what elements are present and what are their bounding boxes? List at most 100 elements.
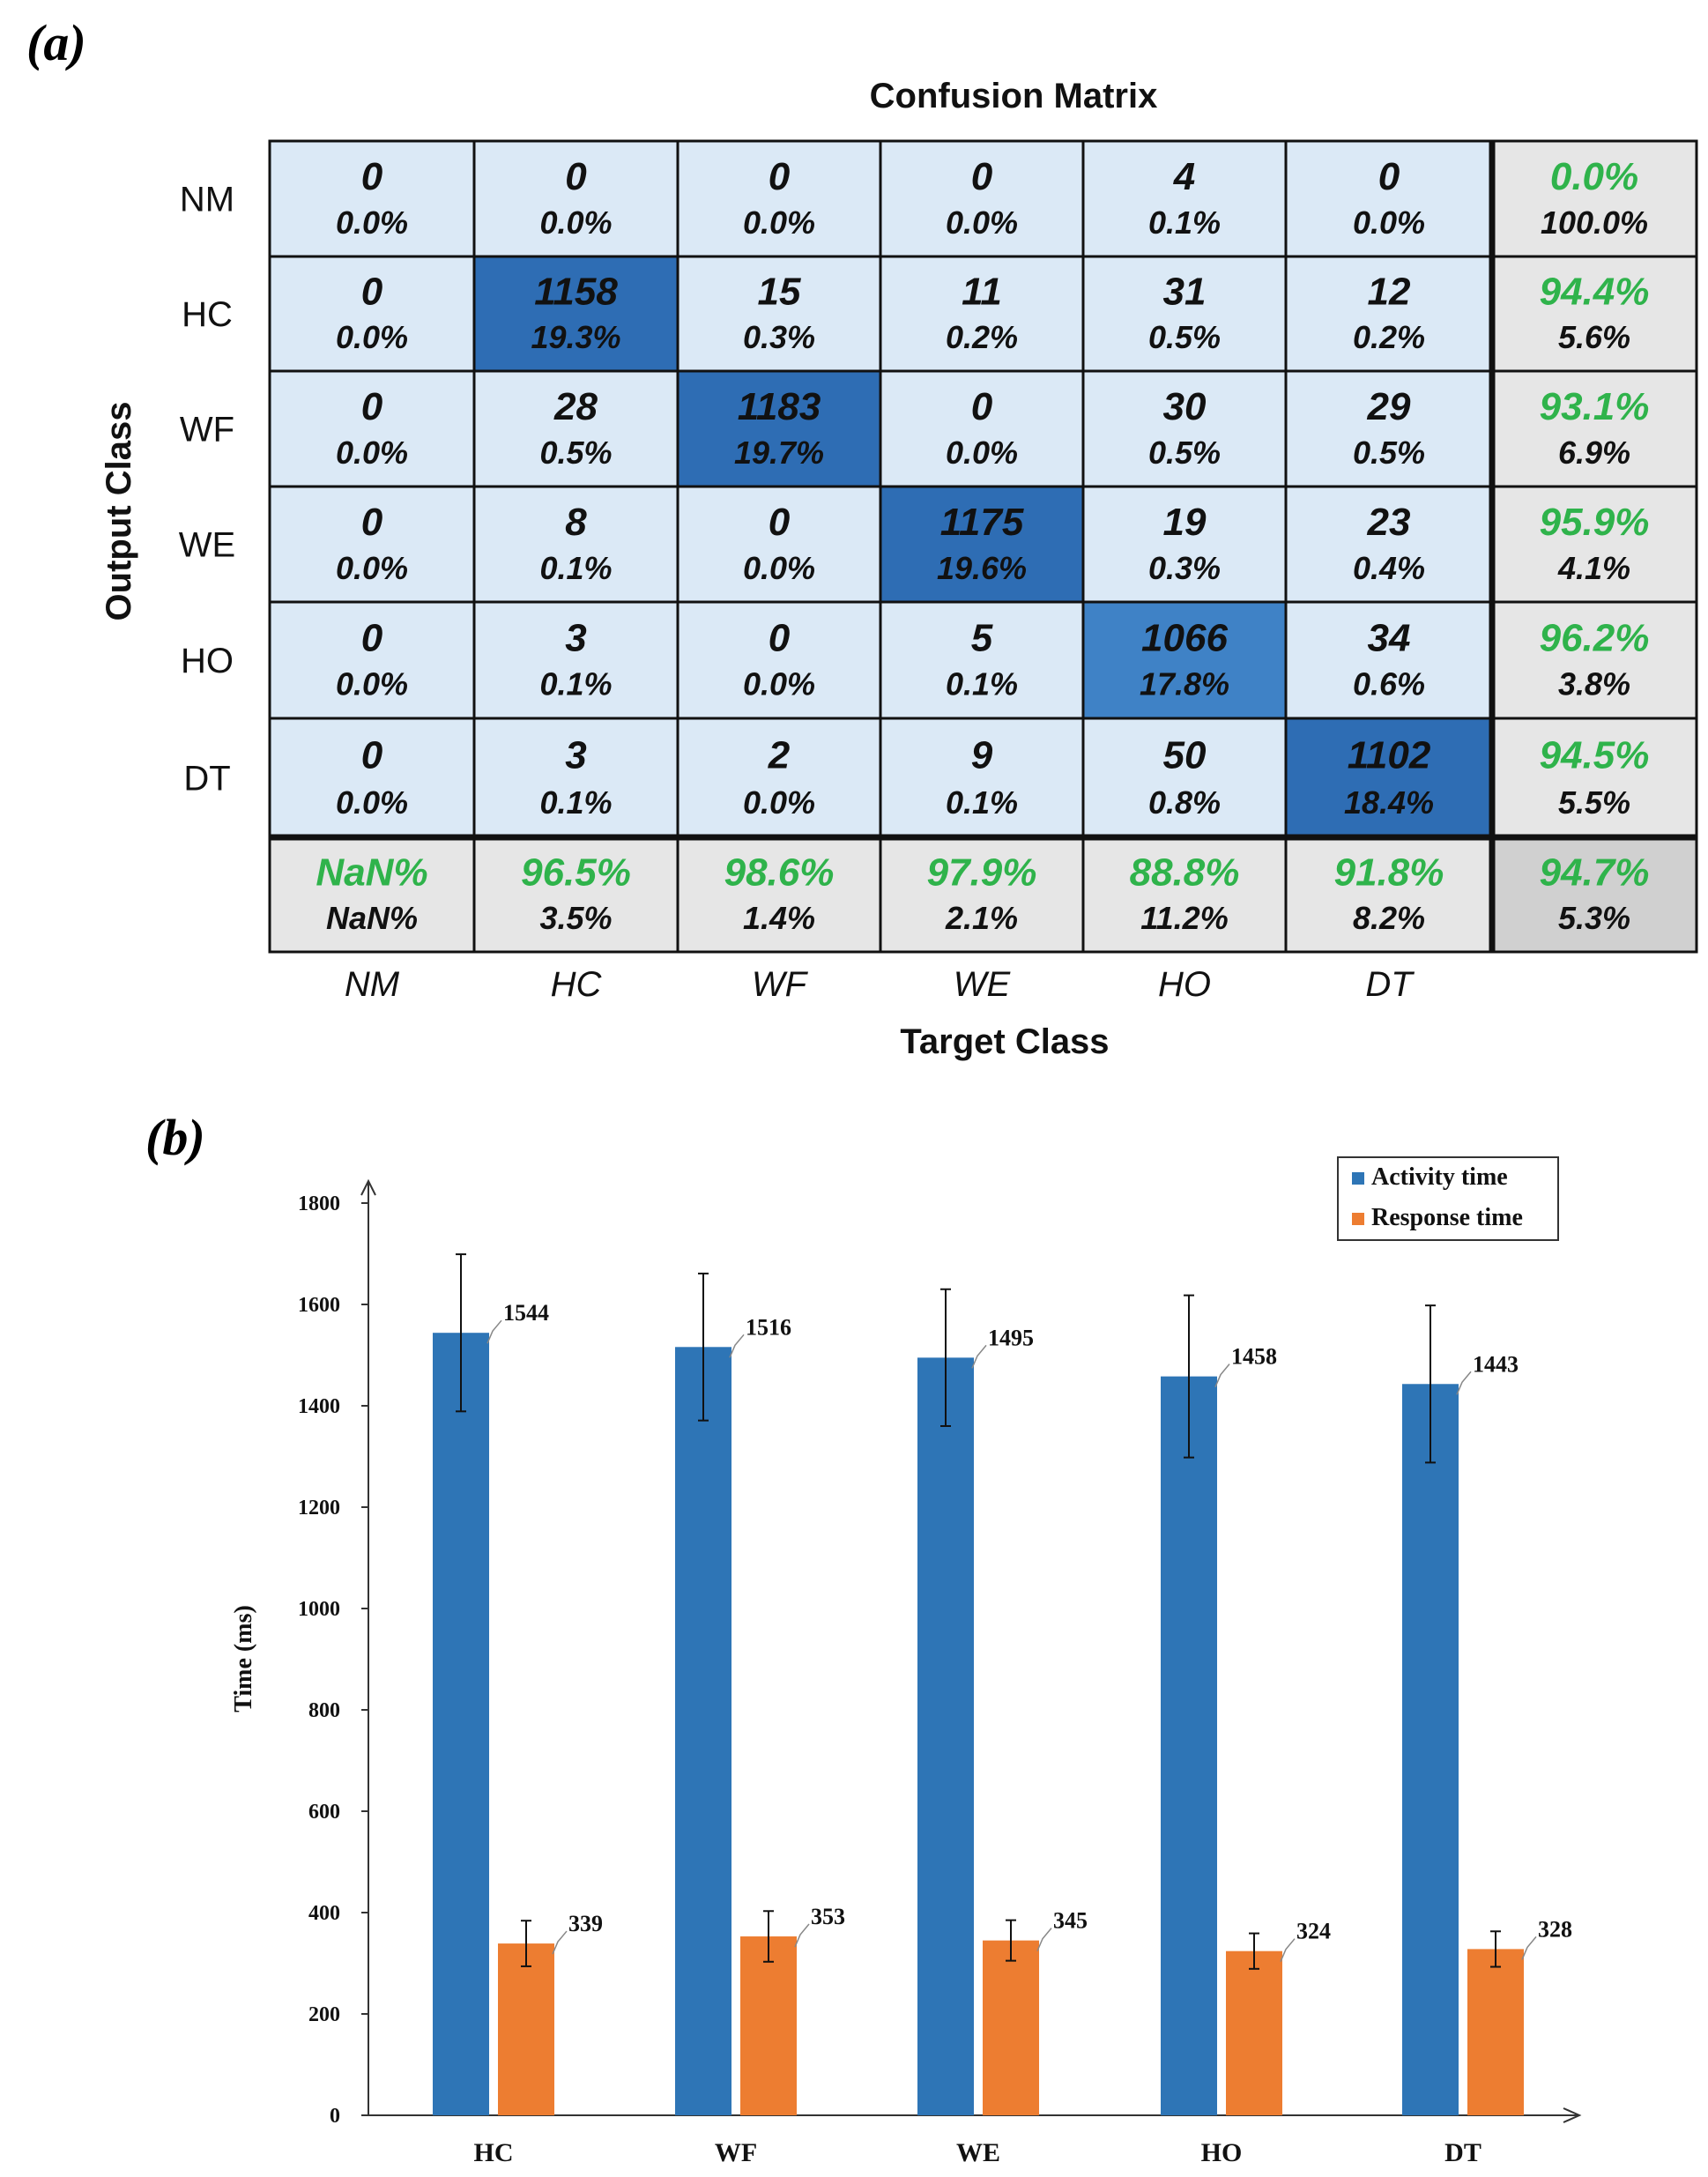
cm-title: Confusion Matrix [870,77,1158,115]
x-tick-label: HO [1201,2138,1243,2167]
cm-row-label: DT [183,760,230,799]
x-tick-label: WF [715,2138,757,2167]
cm-row-summary-text-primary: 94.5% [1540,734,1650,777]
cm-col-summary-text-secondary: NaN% [326,900,418,936]
cm-cell [676,369,882,488]
cm-cell-text-primary: 0 [361,734,383,777]
activity-bar [675,1347,731,2115]
cm-cell-text-primary: 30 [1163,385,1207,428]
data-label-leader [1456,1371,1472,1395]
cm-cell-text-primary: 0 [361,616,383,659]
activity-bar [1402,1384,1459,2115]
cm-cell-text-primary: 3 [565,616,586,659]
cm-row-summary-text-secondary: 6.9% [1558,435,1630,471]
cm-cell-text-secondary: 0.3% [1148,550,1221,586]
cm-col-summary-text-secondary: 2.1% [945,900,1018,936]
cm-row-summary-cell [1490,369,1698,488]
cm-cell-text-primary: 0 [769,616,791,659]
cm-cell-text-secondary: 0.5% [1148,435,1221,471]
cm-cell [472,717,679,839]
cm-row-summary-cell [1490,717,1698,839]
data-label-leader [486,1319,502,1344]
cm-col-label: NM [345,965,400,1004]
y-tick-label: 200 [308,2003,340,2026]
cm-cell-text-secondary: 0.5% [1148,319,1221,355]
data-label-leader [1280,1938,1296,1962]
cm-cell-text-secondary: 0.1% [1148,204,1221,241]
y-tick-label: 600 [308,1801,340,1824]
cm-col-label: WF [752,965,809,1004]
cm-cell-text-secondary: 0.0% [1353,204,1425,241]
y-tick-label: 1400 [298,1395,340,1418]
cm-cell-text-primary: 0 [769,501,791,544]
cm-cell-text-secondary: 18.4% [1344,784,1434,821]
cm-col-summary-text-primary: 97.9% [927,851,1037,895]
cm-col-summary-cell [676,836,882,954]
cm-cell-text-primary: 3 [565,734,586,777]
y-tick-label: 800 [308,1699,340,1722]
cm-cell-text-primary: 34 [1368,616,1411,659]
data-label-leader [729,1334,745,1358]
cm-cell [472,485,679,604]
cm-cell-text-secondary: 0.0% [336,784,408,821]
cm-cell [676,600,882,720]
cm-col-summary-text-secondary: 8.2% [1353,900,1425,936]
cm-row-summary-text-primary: 95.9% [1540,501,1650,544]
cm-cell-text-primary: 28 [553,385,598,428]
cm-cell [879,485,1085,604]
cm-cell-text-primary: 8 [565,501,587,544]
y-tick-label: 1600 [298,1294,340,1317]
cm-cell-text-secondary: 19.3% [531,319,620,355]
y-axis-arrow [360,1178,376,1196]
panel-b-label: (b) [145,1109,205,1166]
data-label: 353 [811,1904,845,1929]
cm-cell-text-primary: 1175 [940,501,1024,544]
x-tick-label: DT [1444,2138,1482,2167]
cm-cell-text-primary: 31 [1163,271,1207,314]
cm-cell [1284,139,1494,258]
cm-cell-text-secondary: 0.0% [336,550,408,586]
cm-cell-text-secondary: 0.0% [336,666,408,702]
data-label: 1495 [988,1325,1034,1350]
cm-cell [676,139,882,258]
response-bar [983,1940,1039,2115]
cm-row-summary-text-secondary: 4.1% [1557,550,1630,586]
panel-a-label: (a) [26,14,86,71]
cm-cell-text-secondary: 0.5% [539,435,612,471]
cm-cell [879,369,1085,488]
cm-cell-text-secondary: 0.1% [539,550,612,586]
cm-overall-text-secondary: 5.3% [1558,900,1630,936]
cm-cell-text-secondary: 0.6% [1353,666,1425,702]
legend-swatch [1352,1172,1364,1185]
cm-row-summary-text-primary: 93.1% [1540,385,1650,428]
cm-cell-text-primary: 11 [962,271,1002,314]
cm-cell-text-primary: 15 [758,271,801,314]
cm-cell-text-primary: 1102 [1348,734,1431,777]
cm-cell [1081,369,1288,488]
cm-row-summary-text-secondary: 3.8% [1558,666,1630,702]
y-tick-label: 400 [308,1902,340,1925]
legend-label: Activity time [1371,1163,1508,1191]
activity-bar [433,1333,489,2115]
response-bar [498,1943,554,2115]
cm-cell-text-secondary: 0.1% [946,666,1018,702]
cm-cell [879,717,1085,839]
cm-col-label: HC [551,965,603,1004]
cm-cell-text-secondary: 0.0% [539,204,612,241]
cm-col-summary-text-primary: 98.6% [724,851,835,895]
cm-col-summary-text-primary: 96.5% [521,851,631,895]
data-label-leader [1036,1928,1052,1951]
cm-cell-text-primary: 1183 [738,385,821,428]
cm-cell [268,717,476,839]
response-bar [1467,1949,1524,2115]
cm-col-label: HO [1158,965,1211,1004]
cm-cell-text-primary: 23 [1367,501,1411,544]
data-label-leader [1214,1363,1230,1387]
data-label: 339 [568,1911,603,1936]
cm-row-summary-text-secondary: 100.0% [1541,204,1648,241]
cm-cell [268,485,476,604]
data-label-leader [794,1923,810,1948]
cm-cell [1081,717,1288,839]
cm-col-label: WE [954,965,1012,1004]
